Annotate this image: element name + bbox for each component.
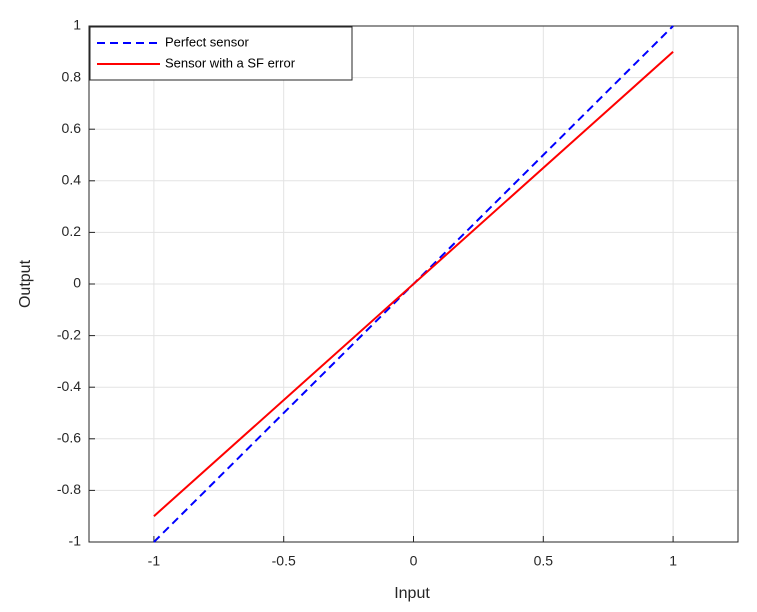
- x-axis-label: Input: [394, 585, 430, 602]
- legend-label: Sensor with a SF error: [165, 55, 296, 70]
- y-tick-label: 1: [73, 17, 81, 33]
- y-tick-label: -0.8: [57, 481, 81, 497]
- y-tick-label: 0: [73, 275, 81, 291]
- y-tick-label: 0.2: [62, 223, 82, 239]
- y-axis-label: Output: [17, 259, 34, 308]
- y-tick-label: 0.6: [62, 120, 82, 136]
- y-tick-label: -1: [69, 533, 82, 549]
- axes-box: [88, 25, 739, 543]
- x-tick-label: -0.5: [272, 553, 296, 569]
- legend-label: Perfect sensor: [165, 34, 249, 49]
- legend-box: [89, 26, 353, 81]
- y-tick-label: -0.2: [57, 326, 81, 342]
- y-tick-label: -0.6: [57, 430, 81, 446]
- y-tick-label: 0.8: [62, 68, 82, 84]
- y-tick-label: 0.4: [62, 172, 82, 188]
- x-tick-label: 1: [669, 553, 677, 569]
- x-tick-label: -1: [148, 553, 161, 569]
- x-tick-label: 0.5: [534, 553, 554, 569]
- x-tick-label: 0: [410, 553, 418, 569]
- y-tick-label: -0.4: [57, 378, 81, 394]
- data-line: [153, 51, 674, 517]
